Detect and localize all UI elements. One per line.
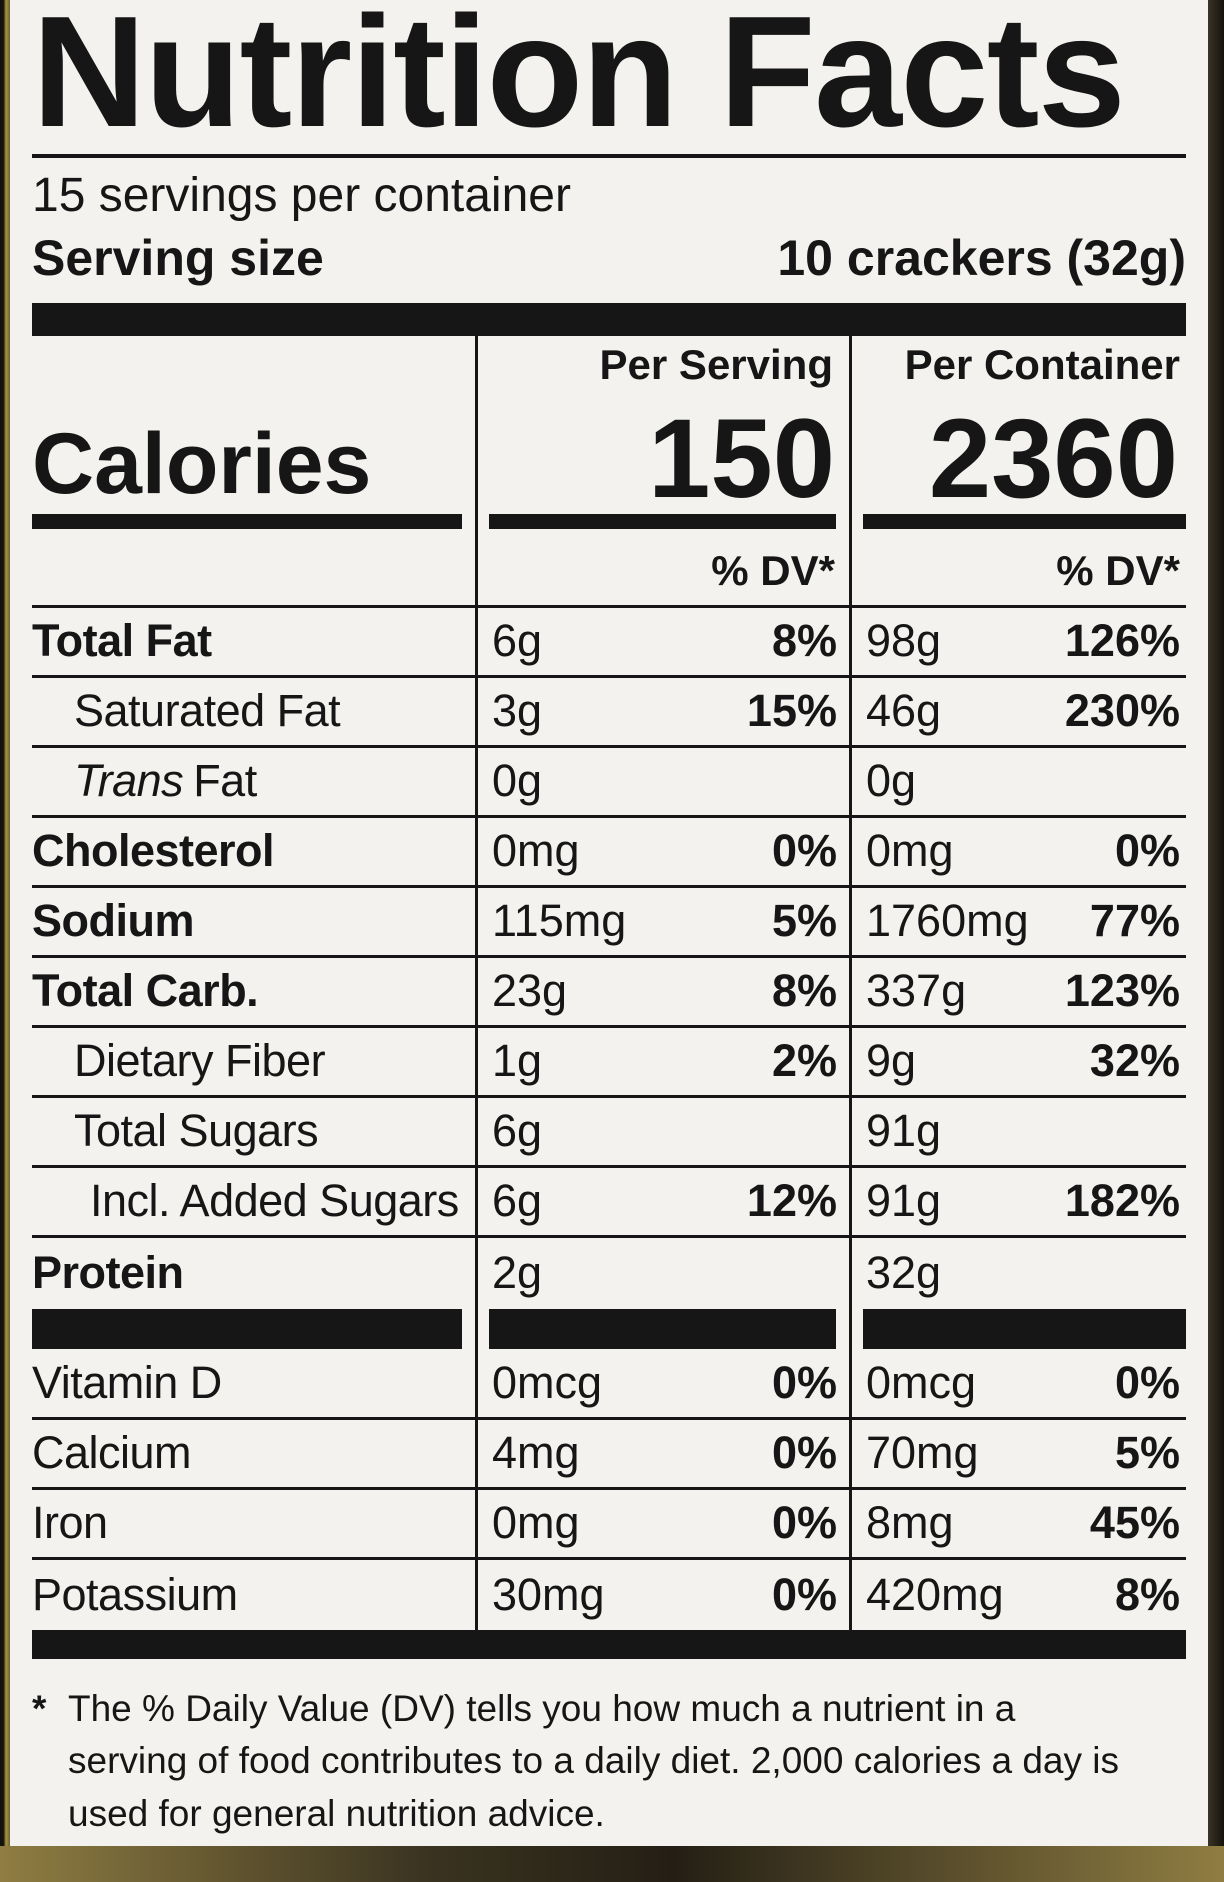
nutrient-name-dietary-fiber: Dietary Fiber — [32, 1027, 478, 1098]
calories-per-container-cell: 2360 — [852, 394, 1186, 521]
nutrient-name-sodium: Sodium — [32, 887, 478, 958]
potassium-per-container: 420mg 8% — [866, 1568, 1180, 1620]
iron-per-container: 8mg 45% — [852, 1490, 1186, 1560]
total-fat-per-serving: 6g 8% — [478, 607, 852, 678]
daily-value-footnote: * The % Daily Value (DV) tells you how m… — [32, 1683, 1186, 1841]
serving-size-value: 10 crackers (32g) — [777, 229, 1186, 286]
added-sugars-per-container: 91g 182% — [852, 1168, 1186, 1238]
footnote-text: The % Daily Value (DV) tells you how muc… — [68, 1687, 1119, 1834]
potassium-per-serving: 30mg 0% — [478, 1559, 852, 1630]
saturated-fat-per-serving: 3g 15% — [478, 677, 852, 748]
calories-underline-cell — [478, 509, 852, 532]
dietary-fiber-per-container: 9g 32% — [852, 1028, 1186, 1098]
calories-underline-cell — [32, 509, 478, 532]
servings-per-container: 15 servings per container — [32, 168, 571, 222]
nutrient-name-cholesterol: Cholesterol — [32, 817, 478, 888]
vitamin-d-per-container: 0mcg 0% — [852, 1350, 1186, 1420]
calories-underline-bar — [489, 513, 836, 529]
cholesterol-per-serving: 0mg 0% — [478, 817, 852, 888]
protein-per-container: 32g — [866, 1246, 942, 1298]
added-sugars-per-serving: 6g 12% — [478, 1167, 852, 1238]
calories-underline-bar — [863, 513, 1186, 529]
package-left-edge — [0, 0, 10, 1882]
calcium-per-serving: 4mg 0% — [478, 1419, 852, 1490]
serving-size-row: Serving size 10 crackers (32g) — [32, 229, 1186, 303]
nutrient-name-iron: Iron — [32, 1489, 478, 1560]
total-carb-per-container: 337g 123% — [852, 958, 1186, 1028]
mid-divider-bar — [32, 1308, 462, 1349]
mid-divider-cell — [852, 1308, 1186, 1350]
serving-size-label: Serving size — [32, 229, 324, 286]
calories-per-serving-value: 150 — [648, 395, 835, 521]
column-header-per-serving: Per Serving — [478, 335, 852, 394]
total-sugars-per-container: 91g — [852, 1098, 1186, 1168]
calories-per-container-value: 2360 — [928, 395, 1178, 521]
mid-divider-cell — [478, 1307, 852, 1350]
title-divider — [32, 153, 1186, 158]
footnote-asterisk: * — [32, 1687, 47, 1729]
package-right-edge — [1208, 0, 1224, 1882]
saturated-fat-per-container: 46g 230% — [852, 678, 1186, 748]
nutrient-name-saturated-fat: Saturated Fat — [32, 677, 478, 748]
cholesterol-per-container: 0mg 0% — [852, 818, 1186, 888]
nutrient-name-added-sugars: Incl. Added Sugars — [32, 1167, 478, 1238]
mid-divider-cell — [32, 1307, 478, 1350]
thick-divider-bottom — [32, 1629, 1186, 1659]
calories-underline-cell — [852, 510, 1186, 532]
nutrient-name-total-fat: Total Fat — [32, 607, 478, 678]
nutrient-name-total-sugars: Total Sugars — [32, 1097, 478, 1168]
total-fat-per-container: 98g 126% — [852, 608, 1186, 678]
total-sugars-per-serving: 6g — [478, 1097, 852, 1168]
nutrient-name-protein: Protein — [32, 1237, 478, 1308]
trans-fat-per-container: 0g — [852, 748, 1186, 818]
nutrient-name-total-carb: Total Carb. — [32, 957, 478, 1028]
protein-per-serving: 2g — [478, 1237, 852, 1308]
label-title: Nutrition Facts — [32, 0, 1126, 160]
dv-header-per-container: % DV* — [852, 532, 1186, 608]
header-spacer — [32, 335, 478, 394]
calories-label-cell: Calories — [32, 393, 478, 512]
nutrient-name-calcium: Calcium — [32, 1419, 478, 1490]
trans-fat-per-serving: 0g — [478, 747, 852, 818]
total-carb-per-serving: 23g 8% — [478, 957, 852, 1028]
nutrient-name-vitamin-d: Vitamin D — [32, 1349, 478, 1420]
calcium-per-container: 70mg 5% — [852, 1420, 1186, 1490]
dv-header-spacer — [32, 531, 478, 608]
nutrition-facts-label: Nutrition Facts 15 servings per containe… — [10, 0, 1208, 1846]
calories-underline-bar — [32, 513, 462, 529]
dv-header-per-serving: % DV* — [478, 531, 852, 608]
iron-per-serving: 0mg 0% — [478, 1489, 852, 1560]
calories-label: Calories — [32, 415, 372, 512]
mid-divider-bar — [489, 1308, 836, 1349]
dietary-fiber-per-serving: 1g 2% — [478, 1027, 852, 1098]
calories-per-serving-cell: 150 — [478, 393, 852, 521]
mid-divider-bar — [863, 1308, 1186, 1349]
sodium-per-container: 1760mg 77% — [852, 888, 1186, 958]
package-bottom-edge — [0, 1846, 1224, 1882]
vitamin-d-per-serving: 0mcg 0% — [478, 1349, 852, 1420]
column-header-per-container: Per Container — [904, 340, 1180, 388]
nutrient-name-trans-fat: Trans Fat — [32, 747, 478, 818]
sodium-per-serving: 115mg 5% — [478, 887, 852, 958]
nutrient-name-potassium: Potassium — [32, 1559, 478, 1630]
facts-table: Per Serving Per Container Calories 150 2… — [32, 335, 1186, 1630]
thick-divider-top — [32, 302, 1186, 336]
